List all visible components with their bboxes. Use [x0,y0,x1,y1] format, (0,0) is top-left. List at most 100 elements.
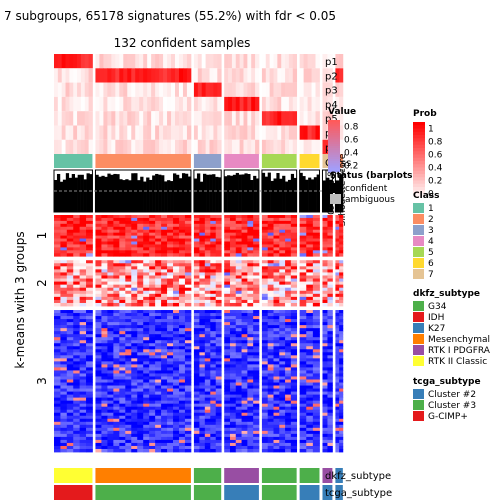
prob-cell [99,82,104,97]
heatmap-cell [143,290,150,295]
heatmap-cell [261,244,269,248]
heatmap-cell [247,316,254,320]
heatmap-cell [167,367,174,371]
heatmap-cell [143,436,150,441]
heatmap-cell [167,370,174,374]
heatmap-cell [327,409,333,414]
heatmap-cell [235,340,242,344]
heatmap-cell [125,247,132,251]
heatmap-cell [322,388,328,392]
heatmap-cell [210,433,217,438]
heatmap-cell [79,250,87,254]
heatmap-cell [327,232,333,237]
prob-cell [115,54,120,69]
heatmap-cell [335,433,340,438]
heatmap-cell [113,370,120,374]
prob-cell [251,68,256,83]
heatmap-cell [204,272,211,276]
heatmap-cell [178,343,186,347]
heatmap-cell [79,349,87,353]
heatmap-cell [339,388,344,392]
heatmap-cell [125,430,132,435]
heatmap-cell [210,290,217,295]
heatmap-cell [155,334,162,338]
heatmap-cell [210,394,217,399]
legend-item-label: 7 [428,270,434,280]
prob-cell [115,82,120,97]
heatmap-cell [95,361,102,365]
heatmap-cell [184,364,192,368]
heatmap-cell [137,229,144,234]
heatmap-cell [193,250,200,254]
prob-cell [127,96,132,112]
heatmap-cell [235,217,242,222]
heatmap-cell [241,427,248,432]
heatmap-cell [215,238,222,242]
heatmap-cell [215,284,222,289]
silhouette-bar [71,174,75,212]
heatmap-cell [149,433,156,438]
prob-cell [269,68,274,83]
heatmap-cell [306,238,314,242]
legend-gradient-step [328,167,340,171]
heatmap-cell [101,367,108,371]
heatmap-cell [229,349,237,353]
silhouette-tick-label: 0.8 [327,171,337,186]
heatmap-cell [113,361,120,365]
heatmap-cell [125,232,132,237]
heatmap-cell [261,247,269,251]
prob-cell [315,139,320,155]
heatmap-cell [290,244,298,248]
heatmap-cell [178,263,186,267]
heatmap-cell [261,430,269,435]
heatmap-cell [267,319,274,323]
heatmap-cell [285,379,292,383]
heatmap-cell [119,253,126,257]
heatmap-cell [95,313,102,317]
heatmap-cell [327,322,333,326]
heatmap-cell [193,397,200,402]
heatmap-cell [125,293,132,298]
heatmap-cell [137,418,144,423]
heatmap-cell [285,385,292,389]
heatmap-cell [299,334,307,338]
heatmap-cell [204,244,211,248]
prob-cell [247,125,252,140]
heatmap-cell [143,260,150,264]
heatmap-cell [247,296,254,301]
heatmap-cell [224,421,231,426]
heatmap-cell [199,337,206,341]
heatmap-cell [178,220,186,225]
heatmap-cell [215,322,222,326]
heatmap-cell [267,278,274,282]
heatmap-cell [161,293,168,298]
heatmap-cell [131,379,138,383]
heatmap-cell [95,331,102,335]
row-group-label: 3 [35,377,49,385]
heatmap-cell [184,376,192,380]
chart-subtitle: 132 confident samples [114,36,251,50]
heatmap-cell [279,385,286,389]
heatmap-cell [199,263,206,267]
heatmap-cell [312,418,320,423]
heatmap-cell [224,266,231,270]
heatmap-cell [149,220,156,225]
heatmap-cell [229,232,237,237]
heatmap-cell [95,328,102,332]
heatmap-cell [279,400,286,405]
heatmap-cell [66,427,74,432]
heatmap-cell [86,406,93,411]
heatmap-cell [54,343,61,347]
heatmap-cell [113,415,120,420]
heatmap-cell [273,370,280,374]
heatmap-cell [73,445,81,450]
heatmap-cell [215,367,222,371]
heatmap-cell [327,427,333,432]
heatmap-cell [290,281,298,286]
heatmap-cell [79,269,87,273]
heatmap-cell [235,370,242,374]
heatmap-cell [235,442,242,447]
heatmap-cell [267,397,274,402]
heatmap-cell [125,406,132,411]
heatmap-cell [267,302,274,307]
